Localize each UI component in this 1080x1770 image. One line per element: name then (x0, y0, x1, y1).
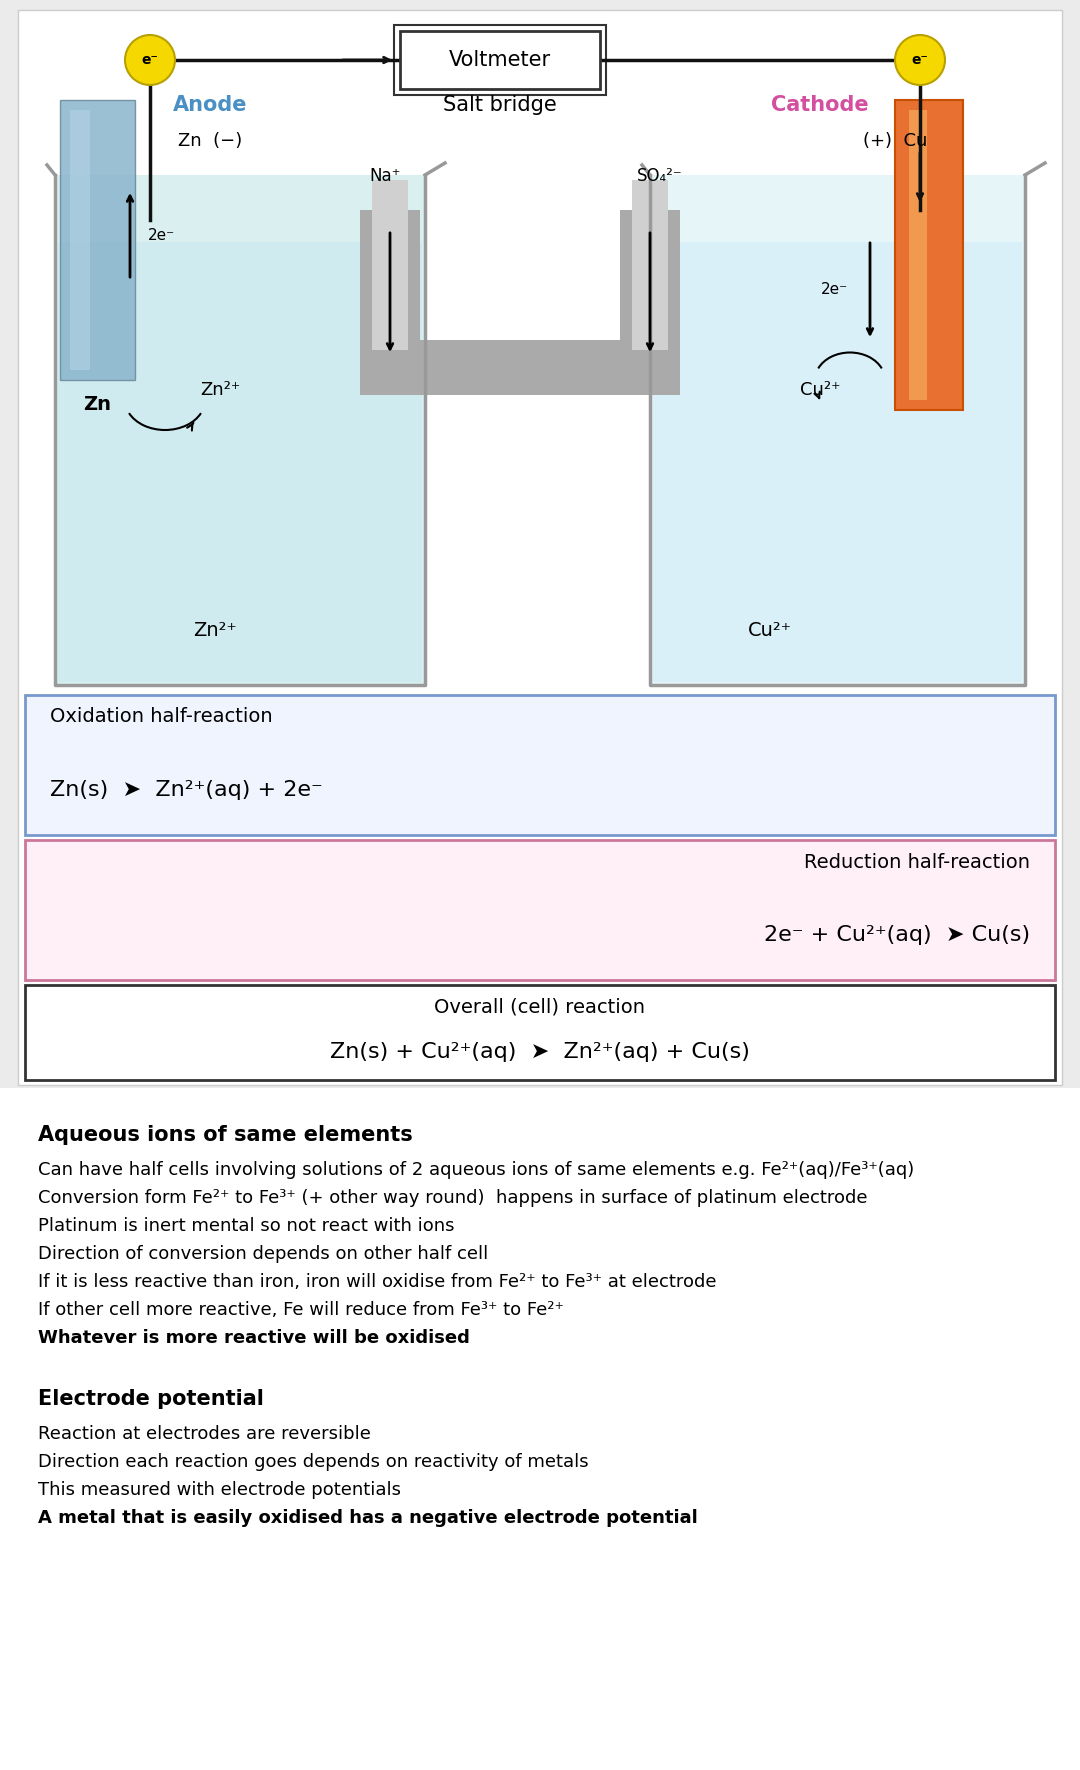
FancyBboxPatch shape (909, 110, 927, 400)
Text: Cu²⁺: Cu²⁺ (800, 381, 840, 398)
Text: Zn(s) + Cu²⁺(aq)  ➤  Zn²⁺(aq) + Cu(s): Zn(s) + Cu²⁺(aq) ➤ Zn²⁺(aq) + Cu(s) (330, 1043, 750, 1062)
Text: Overall (cell) reaction: Overall (cell) reaction (434, 998, 646, 1016)
Text: 2e⁻ + Cu²⁺(aq)  ➤ Cu(s): 2e⁻ + Cu²⁺(aq) ➤ Cu(s) (764, 926, 1030, 945)
Text: If other cell more reactive, Fe will reduce from Fe³⁺ to Fe²⁺: If other cell more reactive, Fe will red… (38, 1301, 564, 1319)
Text: Zn(s)  ➤  Zn²⁺(aq) + 2e⁻: Zn(s) ➤ Zn²⁺(aq) + 2e⁻ (50, 781, 323, 800)
Text: A metal that is easily oxidised has a negative electrode potential: A metal that is easily oxidised has a ne… (38, 1510, 698, 1528)
Text: SO₄²⁻: SO₄²⁻ (637, 166, 683, 186)
FancyBboxPatch shape (18, 11, 1062, 1085)
FancyBboxPatch shape (632, 181, 669, 350)
Text: Whatever is more reactive will be oxidised: Whatever is more reactive will be oxidis… (38, 1329, 470, 1347)
FancyBboxPatch shape (620, 211, 680, 381)
Text: Na⁺: Na⁺ (369, 166, 401, 186)
Text: Reduction half-reaction: Reduction half-reaction (804, 853, 1030, 871)
Text: e⁻: e⁻ (912, 53, 929, 67)
Text: Direction each reaction goes depends on reactivity of metals: Direction each reaction goes depends on … (38, 1453, 589, 1471)
FancyBboxPatch shape (25, 841, 1055, 981)
Text: If it is less reactive than iron, iron will oxidise from Fe²⁺ to Fe³⁺ at electro: If it is less reactive than iron, iron w… (38, 1273, 716, 1290)
Text: Can have half cells involving solutions of 2 aqueous ions of same elements e.g. : Can have half cells involving solutions … (38, 1161, 915, 1179)
FancyBboxPatch shape (60, 99, 135, 381)
Text: 2e⁻: 2e⁻ (148, 228, 175, 242)
Text: Conversion form Fe²⁺ to Fe³⁺ (+ other way round)  happens in surface of platinum: Conversion form Fe²⁺ to Fe³⁺ (+ other wa… (38, 1189, 867, 1207)
FancyBboxPatch shape (25, 696, 1055, 835)
FancyBboxPatch shape (650, 175, 1025, 685)
Text: Cu²⁺: Cu²⁺ (748, 621, 792, 639)
Circle shape (895, 35, 945, 85)
Text: Oxidation half-reaction: Oxidation half-reaction (50, 708, 272, 726)
Text: Zn  (−): Zn (−) (178, 133, 242, 150)
FancyBboxPatch shape (394, 25, 606, 96)
Text: Cathode: Cathode (771, 96, 868, 115)
Text: Zn²⁺: Zn²⁺ (200, 381, 240, 398)
Text: Electrode potential: Electrode potential (38, 1389, 264, 1409)
Text: Salt bridge: Salt bridge (443, 96, 557, 115)
Circle shape (125, 35, 175, 85)
FancyBboxPatch shape (70, 110, 90, 370)
Text: Direction of conversion depends on other half cell: Direction of conversion depends on other… (38, 1244, 488, 1264)
Text: Anode: Anode (173, 96, 247, 115)
FancyBboxPatch shape (0, 1089, 1080, 1770)
Text: 2e⁻: 2e⁻ (821, 283, 848, 297)
Text: This measured with electrode potentials: This measured with electrode potentials (38, 1481, 401, 1499)
Text: Zn²⁺: Zn²⁺ (193, 621, 237, 639)
FancyBboxPatch shape (372, 181, 408, 350)
FancyBboxPatch shape (55, 175, 426, 685)
FancyBboxPatch shape (400, 32, 600, 88)
FancyBboxPatch shape (58, 242, 422, 681)
Text: Zn: Zn (83, 395, 111, 414)
FancyBboxPatch shape (25, 984, 1055, 1080)
Text: Platinum is inert mental so not react with ions: Platinum is inert mental so not react wi… (38, 1218, 455, 1235)
Text: e⁻: e⁻ (141, 53, 159, 67)
Text: Reaction at electrodes are reversible: Reaction at electrodes are reversible (38, 1425, 370, 1443)
Text: Aqueous ions of same elements: Aqueous ions of same elements (38, 1126, 413, 1145)
FancyBboxPatch shape (360, 340, 680, 395)
FancyBboxPatch shape (653, 242, 1022, 681)
Text: Voltmeter: Voltmeter (449, 50, 551, 71)
FancyBboxPatch shape (895, 99, 963, 411)
Text: (+)  Cu: (+) Cu (863, 133, 928, 150)
FancyBboxPatch shape (360, 211, 420, 381)
